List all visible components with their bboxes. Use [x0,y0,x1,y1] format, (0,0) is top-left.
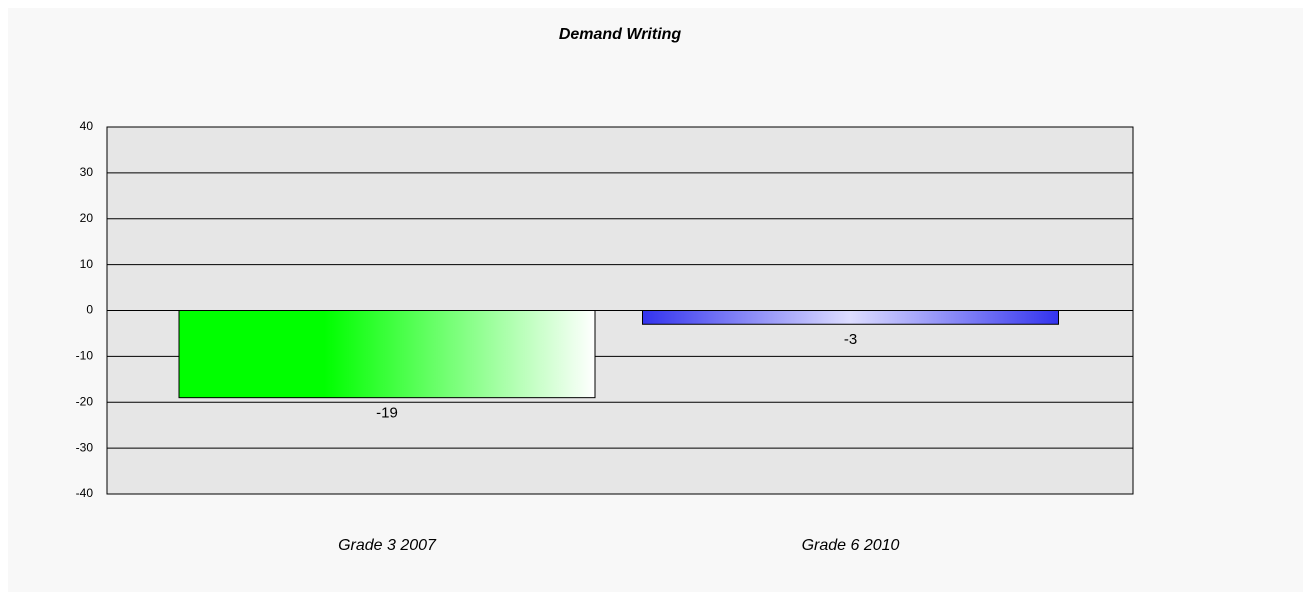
y-tick-label: -20 [76,394,94,408]
data-label: -19 [376,405,398,422]
plot-border [106,126,1134,495]
y-tick-label: 0 [86,303,93,317]
bar [178,310,596,399]
bar [642,310,1059,325]
x-tick-label: Grade 6 2010 [802,537,900,554]
data-label: -3 [844,331,857,348]
y-tick-label: -10 [76,349,94,363]
y-tick-label: 10 [80,257,94,271]
y-tick-label: -30 [76,440,94,454]
y-tick-label: -40 [76,486,94,500]
y-tick-label: 40 [80,119,94,133]
chart-title: Demand Writing [559,26,682,43]
x-tick-label: Grade 3 2007 [338,537,437,554]
y-tick-label: 20 [80,211,94,225]
y-tick-label: 30 [80,165,94,179]
